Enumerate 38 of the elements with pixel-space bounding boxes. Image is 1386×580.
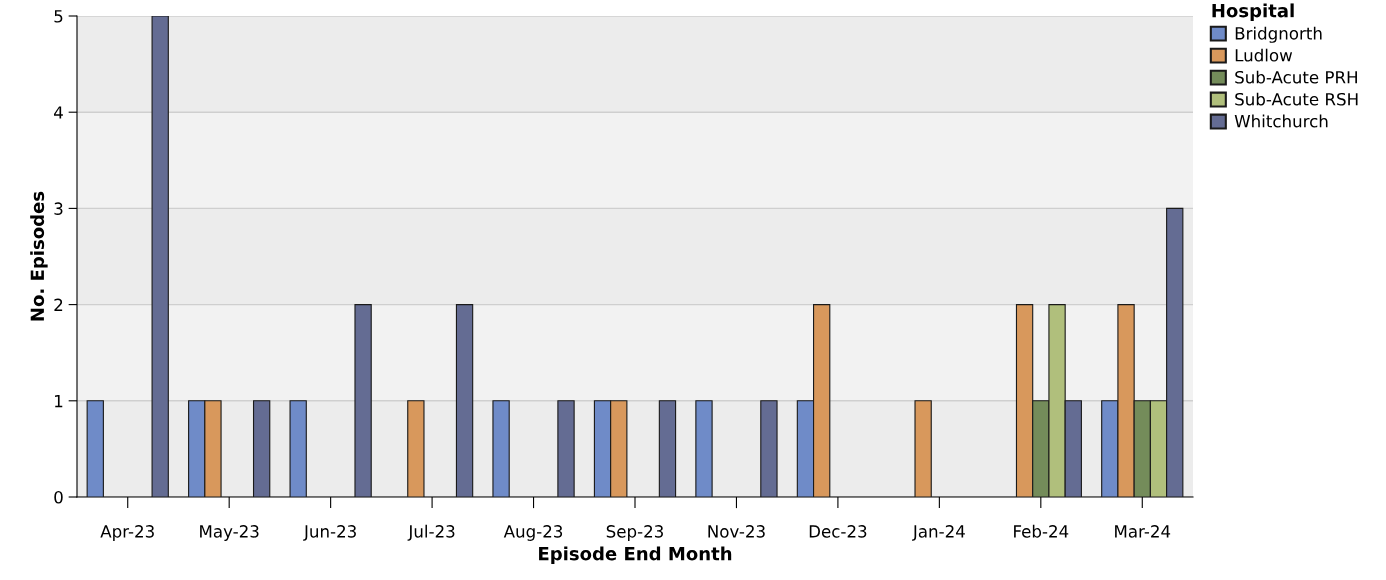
x-tick-label: Jun-23: [303, 525, 356, 541]
legend-label: Sub-Acute RSH: [1235, 92, 1358, 106]
legend-title: Hospital: [1212, 3, 1294, 21]
bar: [695, 400, 713, 497]
bar: [760, 400, 778, 497]
x-tick-label: May-23: [200, 525, 259, 541]
bar: [658, 400, 677, 497]
y-tick-label: 3: [54, 202, 63, 215]
x-tick-label: Aug-23: [503, 525, 563, 541]
y-tick-label: 2: [54, 298, 63, 311]
legend-label: Bridgnorth: [1235, 26, 1322, 43]
bar: [151, 16, 169, 497]
bar: [354, 304, 372, 497]
legend-label: Ludlow: [1235, 48, 1293, 62]
x-tick-label: Mar-24: [1115, 525, 1171, 538]
bar: [455, 304, 474, 497]
y-tick-label: 1: [55, 394, 63, 408]
bar: [407, 400, 425, 497]
legend-label: Whitchurch: [1234, 114, 1328, 128]
y-axis-title: No. Episodes: [30, 191, 48, 321]
x-tick-label: Jan-24: [912, 525, 965, 541]
bar: [492, 400, 510, 497]
bar: [914, 400, 932, 497]
bar: [86, 400, 104, 497]
y-tick-label: 5: [54, 10, 63, 23]
bar: [289, 400, 307, 497]
y-tick-label: 4: [54, 106, 63, 119]
x-tick-label: Nov-23: [708, 525, 765, 538]
y-tick-label: 0: [54, 490, 63, 504]
x-tick-label: Feb-24: [1014, 524, 1069, 538]
x-tick-label: Dec-23: [809, 525, 867, 538]
bar: [557, 400, 575, 497]
x-tick-label: Sep-23: [606, 525, 663, 541]
bar: [252, 400, 271, 497]
x-tick-label: Apr-23: [100, 525, 154, 541]
x-axis-title: Episode End Month: [539, 546, 732, 564]
x-tick-label: Jul-23: [407, 524, 455, 541]
legend-label: Sub-Acute PRH: [1235, 70, 1357, 84]
